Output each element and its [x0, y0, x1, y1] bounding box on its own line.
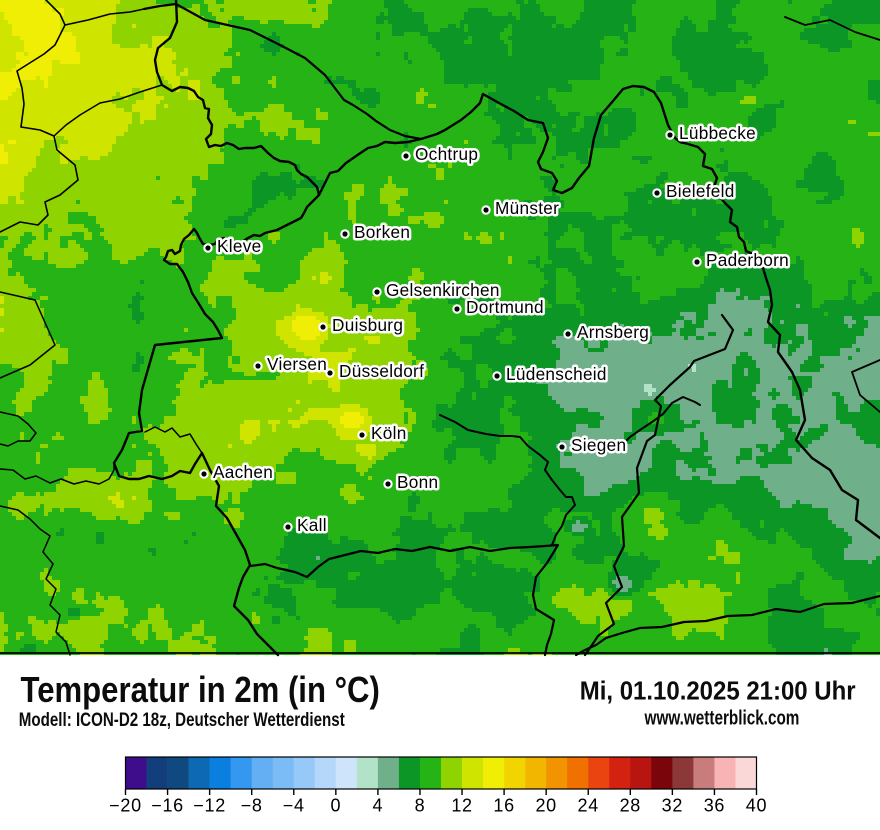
svg-text:20: 20 [535, 795, 556, 815]
svg-text:Ochtrup: Ochtrup [415, 144, 478, 164]
svg-text:Temperatur in 2m (in °C): Temperatur in 2m (in °C) [21, 670, 380, 711]
svg-text:Mi, 01.10.2025 21:00 Uhr: Mi, 01.10.2025 21:00 Uhr [580, 676, 856, 705]
svg-text:−12: −12 [193, 795, 226, 815]
svg-text:−4: −4 [283, 795, 305, 815]
svg-text:Arnsberg: Arnsberg [577, 322, 649, 342]
svg-text:Paderborn: Paderborn [706, 250, 789, 270]
svg-text:Bonn: Bonn [397, 472, 438, 492]
svg-text:36: 36 [704, 795, 725, 815]
svg-text:Bielefeld: Bielefeld [666, 181, 735, 201]
svg-text:−16: −16 [151, 795, 184, 815]
svg-text:28: 28 [620, 795, 641, 815]
svg-text:Duisburg: Duisburg [332, 315, 403, 335]
svg-text:12: 12 [451, 795, 472, 815]
svg-text:www.wetterblick.com: www.wetterblick.com [644, 707, 800, 730]
svg-text:Borken: Borken [354, 222, 410, 242]
svg-text:Dortmund: Dortmund [466, 297, 544, 317]
svg-text:Aachen: Aachen [213, 462, 273, 482]
svg-text:−20: −20 [109, 795, 142, 815]
svg-text:Kleve: Kleve [217, 236, 262, 256]
svg-text:8: 8 [415, 795, 426, 815]
svg-text:16: 16 [493, 795, 514, 815]
svg-text:Siegen: Siegen [571, 435, 626, 455]
svg-text:Modell: ICON-D2 18z, Deutscher: Modell: ICON-D2 18z, Deutscher Wetterdie… [19, 708, 345, 730]
svg-text:Lüdenscheid: Lüdenscheid [506, 364, 607, 384]
svg-text:Köln: Köln [371, 423, 407, 443]
svg-text:Düsseldorf: Düsseldorf [339, 361, 424, 381]
svg-text:40: 40 [746, 795, 767, 815]
svg-text:Münster: Münster [495, 198, 559, 218]
svg-text:Gelsenkirchen: Gelsenkirchen [386, 280, 500, 300]
svg-text:−8: −8 [241, 795, 263, 815]
svg-text:0: 0 [330, 795, 341, 815]
svg-text:Viersen: Viersen [267, 354, 327, 374]
svg-text:Lübbecke: Lübbecke [679, 123, 756, 143]
svg-text:4: 4 [373, 795, 384, 815]
svg-text:Kall: Kall [297, 515, 327, 535]
svg-text:32: 32 [662, 795, 683, 815]
svg-text:24: 24 [578, 795, 599, 815]
